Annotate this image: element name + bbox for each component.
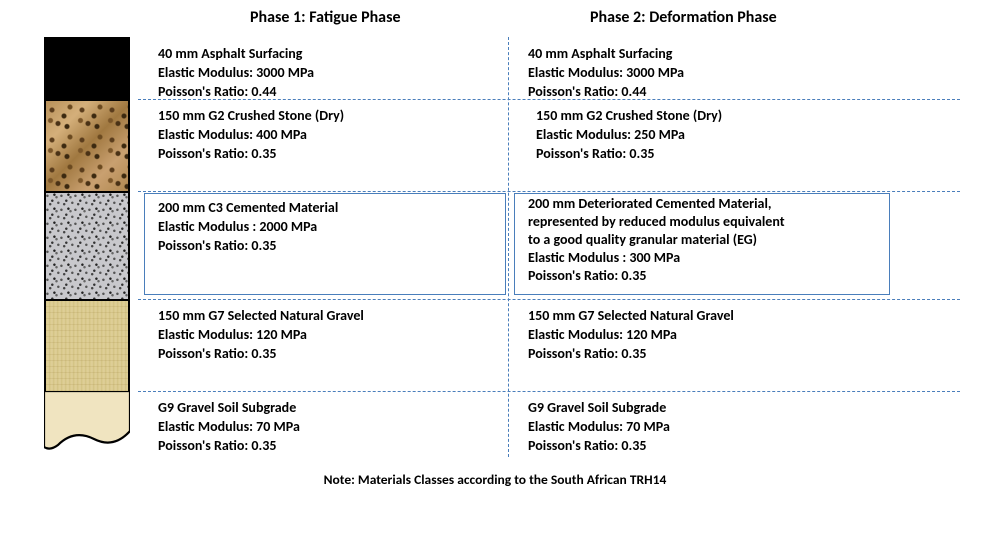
- layer-line: represented by reduced modulus equivalen…: [528, 213, 868, 231]
- layer-line: 200 mm Deteriorated Cemented Material,: [528, 195, 868, 213]
- layer-rows: 40 mm Asphalt Surfacing Elastic Modulus:…: [30, 37, 960, 457]
- layer-title: 200 mm C3 Cemented Material: [158, 199, 498, 218]
- layer-row-subgrade: G9 Gravel Soil Subgrade Elastic Modulus:…: [30, 391, 960, 457]
- cell-phase2: 150 mm G7 Selected Natural Gravel Elasti…: [510, 299, 880, 391]
- layer-modulus: Elastic Modulus: 3000 MPa: [158, 64, 498, 83]
- layer-poisson: Poisson's Ratio: 0.35: [158, 437, 498, 456]
- swatch-subgrade: [44, 391, 130, 457]
- cell-phase2: G9 Gravel Soil Subgrade Elastic Modulus:…: [510, 391, 880, 457]
- cell-phase1: G9 Gravel Soil Subgrade Elastic Modulus:…: [140, 391, 510, 457]
- diagram-container: Phase 1: Fatigue Phase Phase 2: Deformat…: [30, 8, 960, 488]
- layer-row-crushed: 150 mm G2 Crushed Stone (Dry) Elastic Mo…: [30, 99, 960, 191]
- layer-modulus: Elastic Modulus : 2000 MPa: [158, 218, 498, 237]
- layer-row-cement: 200 mm C3 Cemented Material Elastic Modu…: [30, 191, 960, 299]
- swatch-cemented-material: [44, 191, 130, 299]
- layer-poisson: Poisson's Ratio: 0.35: [536, 145, 868, 164]
- footnote: Note: Materials Classes according to the…: [30, 471, 960, 488]
- layer-modulus: Elastic Modulus: 250 MPa: [536, 126, 868, 145]
- layer-modulus: Elastic Modulus: 400 MPa: [158, 126, 498, 145]
- layer-row-gravel: 150 mm G7 Selected Natural Gravel Elasti…: [30, 299, 960, 391]
- swatch-natural-gravel: [44, 299, 130, 391]
- layer-modulus: Elastic Modulus: 70 MPa: [528, 418, 868, 437]
- layer-poisson: Poisson's Ratio: 0.35: [158, 345, 498, 364]
- layer-title: 40 mm Asphalt Surfacing: [528, 45, 868, 64]
- layer-modulus: Elastic Modulus: 120 MPa: [528, 326, 868, 345]
- cell-phase2: 150 mm G2 Crushed Stone (Dry) Elastic Mo…: [510, 99, 880, 191]
- cell-phase2: 200 mm Deteriorated Cemented Material, r…: [510, 191, 880, 299]
- layer-modulus: Elastic Modulus: 120 MPa: [158, 326, 498, 345]
- cell-phase1: 40 mm Asphalt Surfacing Elastic Modulus:…: [140, 37, 510, 99]
- layer-line: to a good quality granular material (EG): [528, 231, 868, 249]
- layer-title: G9 Gravel Soil Subgrade: [158, 399, 498, 418]
- layer-title: 150 mm G7 Selected Natural Gravel: [528, 307, 868, 326]
- layer-title: G9 Gravel Soil Subgrade: [528, 399, 868, 418]
- swatch-asphalt: [44, 37, 130, 99]
- cell-phase1: 150 mm G7 Selected Natural Gravel Elasti…: [140, 299, 510, 391]
- layer-title: 150 mm G2 Crushed Stone (Dry): [158, 107, 498, 126]
- layer-poisson: Poisson's Ratio: 0.35: [528, 437, 868, 456]
- cell-phase1: 150 mm G2 Crushed Stone (Dry) Elastic Mo…: [140, 99, 510, 191]
- header-phase2: Phase 2: Deformation Phase: [570, 8, 940, 27]
- layer-modulus: Elastic Modulus : 300 MPa: [528, 249, 868, 267]
- swatch-col: [30, 37, 140, 99]
- phase-headers: Phase 1: Fatigue Phase Phase 2: Deformat…: [200, 8, 960, 27]
- swatch-crushed-stone: [44, 99, 130, 191]
- header-phase1: Phase 1: Fatigue Phase: [200, 8, 570, 27]
- layer-row-asphalt: 40 mm Asphalt Surfacing Elastic Modulus:…: [30, 37, 960, 99]
- layer-poisson: Poisson's Ratio: 0.35: [528, 345, 868, 364]
- layer-poisson: Poisson's Ratio: 0.35: [528, 267, 868, 285]
- layer-poisson: Poisson's Ratio: 0.35: [158, 145, 498, 164]
- layer-title: 40 mm Asphalt Surfacing: [158, 45, 498, 64]
- layer-modulus: Elastic Modulus: 70 MPa: [158, 418, 498, 437]
- layer-title: 150 mm G2 Crushed Stone (Dry): [536, 107, 868, 126]
- layer-title: 150 mm G7 Selected Natural Gravel: [158, 307, 498, 326]
- layer-poisson: Poisson's Ratio: 0.35: [158, 237, 498, 256]
- cell-phase1: 200 mm C3 Cemented Material Elastic Modu…: [140, 191, 510, 299]
- cell-phase2: 40 mm Asphalt Surfacing Elastic Modulus:…: [510, 37, 880, 99]
- layer-modulus: Elastic Modulus: 3000 MPa: [528, 64, 868, 83]
